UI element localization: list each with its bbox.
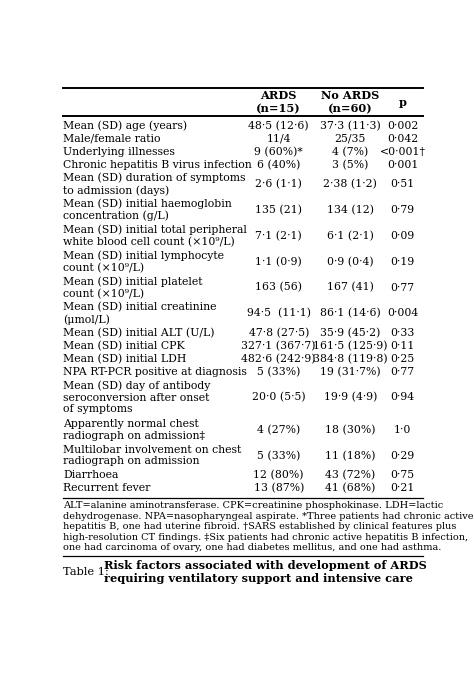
Text: 19·9 (4·9): 19·9 (4·9) — [324, 392, 377, 403]
Text: 86·1 (14·6): 86·1 (14·6) — [320, 308, 381, 318]
Text: 0·77: 0·77 — [391, 367, 415, 376]
Text: Mean (SD) day of antibody
seroconversion after onset
of symptoms: Mean (SD) day of antibody seroconversion… — [63, 380, 210, 415]
Text: 13 (87%): 13 (87%) — [254, 483, 304, 493]
Text: p: p — [399, 97, 407, 108]
Text: 20·0 (5·5): 20·0 (5·5) — [252, 392, 306, 403]
Text: Chronic hepatitis B virus infection: Chronic hepatitis B virus infection — [63, 160, 252, 170]
Text: 5 (33%): 5 (33%) — [257, 451, 301, 461]
Text: 12 (80%): 12 (80%) — [254, 470, 304, 480]
Text: 9 (60%)*: 9 (60%)* — [255, 147, 303, 157]
Text: 18 (30%): 18 (30%) — [325, 425, 375, 435]
Text: 384·8 (119·8): 384·8 (119·8) — [313, 354, 388, 364]
Text: 7·1 (2·1): 7·1 (2·1) — [255, 231, 302, 241]
Text: 47·8 (27·5): 47·8 (27·5) — [248, 328, 309, 338]
Text: Mean (SD) initial lymphocyte
count (×10⁹/L): Mean (SD) initial lymphocyte count (×10⁹… — [63, 251, 224, 273]
Text: 134 (12): 134 (12) — [327, 205, 374, 215]
Text: 0·11: 0·11 — [391, 341, 415, 351]
Text: 0·25: 0·25 — [391, 354, 415, 363]
Text: 2·38 (1·2): 2·38 (1·2) — [323, 179, 377, 189]
Text: 19 (31·7%): 19 (31·7%) — [320, 367, 381, 377]
Text: 4 (27%): 4 (27%) — [257, 425, 301, 435]
Text: 482·6 (242·9): 482·6 (242·9) — [241, 354, 316, 364]
Text: 0·004: 0·004 — [387, 309, 419, 318]
Text: Apparently normal chest
radiograph on admission‡: Apparently normal chest radiograph on ad… — [63, 419, 205, 441]
Text: 0·33: 0·33 — [391, 328, 415, 338]
Text: 5 (33%): 5 (33%) — [257, 367, 301, 377]
Text: 0·51: 0·51 — [391, 179, 415, 189]
Text: Male/female ratio: Male/female ratio — [63, 134, 160, 144]
Text: Mean (SD) age (years): Mean (SD) age (years) — [63, 121, 187, 131]
Text: 0·94: 0·94 — [391, 393, 415, 402]
Text: 94·5  (11·1): 94·5 (11·1) — [247, 308, 311, 318]
Text: 11/4: 11/4 — [266, 134, 291, 144]
Text: 43 (72%): 43 (72%) — [325, 470, 375, 480]
Text: 0·77: 0·77 — [391, 283, 415, 292]
Text: 6·1 (2·1): 6·1 (2·1) — [327, 231, 374, 241]
Text: 48·5 (12·6): 48·5 (12·6) — [248, 121, 309, 131]
Text: Mean (SD) initial platelet
count (×10⁹/L): Mean (SD) initial platelet count (×10⁹/L… — [63, 277, 202, 299]
Text: 25/35: 25/35 — [335, 134, 366, 144]
Text: Table 1:: Table 1: — [63, 567, 112, 577]
Text: ALT=alanine aminotransferase. CPK=creatinine phosphokinase. LDH=lactic
dehydroge: ALT=alanine aminotransferase. CPK=creati… — [63, 501, 474, 552]
Text: Multilobar involvement on chest
radiograph on admission: Multilobar involvement on chest radiogra… — [63, 445, 241, 466]
Text: Mean (SD) initial CPK: Mean (SD) initial CPK — [63, 341, 185, 351]
Text: Mean (SD) initial ALT (U/L): Mean (SD) initial ALT (U/L) — [63, 328, 214, 338]
Text: No ARDS
(n=60): No ARDS (n=60) — [321, 90, 380, 114]
Text: Mean (SD) initial haemoglobin
concentration (g/L): Mean (SD) initial haemoglobin concentrat… — [63, 199, 232, 221]
Text: 0·19: 0·19 — [391, 257, 415, 267]
Text: 161·5 (125·9): 161·5 (125·9) — [313, 341, 388, 351]
Text: Mean (SD) duration of symptoms
to admission (days): Mean (SD) duration of symptoms to admiss… — [63, 173, 246, 195]
Text: Mean (SD) initial creatinine
(μmol/L): Mean (SD) initial creatinine (μmol/L) — [63, 302, 217, 324]
Text: 0·001: 0·001 — [387, 160, 419, 170]
Text: <0·001†: <0·001† — [380, 147, 426, 157]
Text: 35·9 (45·2): 35·9 (45·2) — [320, 328, 381, 338]
Text: 1·0: 1·0 — [394, 425, 411, 435]
Text: 0·09: 0·09 — [391, 231, 415, 241]
Text: 0·042: 0·042 — [387, 134, 419, 144]
Text: 4 (7%): 4 (7%) — [332, 147, 368, 157]
Text: 0·002: 0·002 — [387, 121, 419, 131]
Text: 11 (18%): 11 (18%) — [325, 451, 375, 461]
Text: ARDS
(n=15): ARDS (n=15) — [256, 90, 301, 114]
Text: 327·1 (367·7): 327·1 (367·7) — [241, 341, 316, 351]
Text: 0·9 (0·4): 0·9 (0·4) — [327, 257, 374, 267]
Text: 0·75: 0·75 — [391, 470, 415, 480]
Text: NPA RT-PCR positive at diagnosis: NPA RT-PCR positive at diagnosis — [63, 367, 247, 376]
Text: Mean (SD) initial total peripheral
white blood cell count (×10⁹/L): Mean (SD) initial total peripheral white… — [63, 225, 247, 247]
Text: 2·6 (1·1): 2·6 (1·1) — [255, 179, 302, 189]
Text: 167 (41): 167 (41) — [327, 282, 374, 293]
Text: 0·21: 0·21 — [391, 483, 415, 493]
Text: Risk factors associated with development of ARDS
requiring ventilatory support a: Risk factors associated with development… — [104, 560, 427, 584]
Text: 41 (68%): 41 (68%) — [325, 483, 375, 493]
Text: Diarrhoea: Diarrhoea — [63, 470, 118, 480]
Text: Recurrent fever: Recurrent fever — [63, 483, 150, 493]
Text: 3 (5%): 3 (5%) — [332, 160, 369, 170]
Text: 163 (56): 163 (56) — [255, 282, 302, 293]
Text: 0·29: 0·29 — [391, 451, 415, 460]
Text: 0·79: 0·79 — [391, 205, 415, 215]
Text: Mean (SD) initial LDH: Mean (SD) initial LDH — [63, 354, 186, 364]
Text: 37·3 (11·3): 37·3 (11·3) — [320, 121, 381, 131]
Text: 135 (21): 135 (21) — [255, 205, 302, 215]
Text: 6 (40%): 6 (40%) — [257, 160, 301, 170]
Text: Underlying illnesses: Underlying illnesses — [63, 147, 175, 157]
Text: 1·1 (0·9): 1·1 (0·9) — [255, 257, 302, 267]
